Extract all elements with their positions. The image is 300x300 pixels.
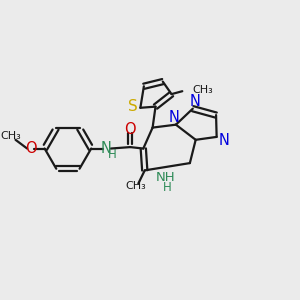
Text: CH₃: CH₃ <box>193 85 213 95</box>
Text: CH₃: CH₃ <box>126 182 146 191</box>
Text: CH₃: CH₃ <box>1 131 21 141</box>
Text: N: N <box>190 94 200 109</box>
Text: S: S <box>128 99 138 114</box>
Text: N: N <box>168 110 179 125</box>
Text: N: N <box>218 133 230 148</box>
Text: H: H <box>108 148 117 161</box>
Text: H: H <box>163 181 172 194</box>
Text: O: O <box>124 122 136 137</box>
Text: O: O <box>25 141 37 156</box>
Text: N: N <box>101 141 112 156</box>
Text: NH: NH <box>156 171 176 184</box>
